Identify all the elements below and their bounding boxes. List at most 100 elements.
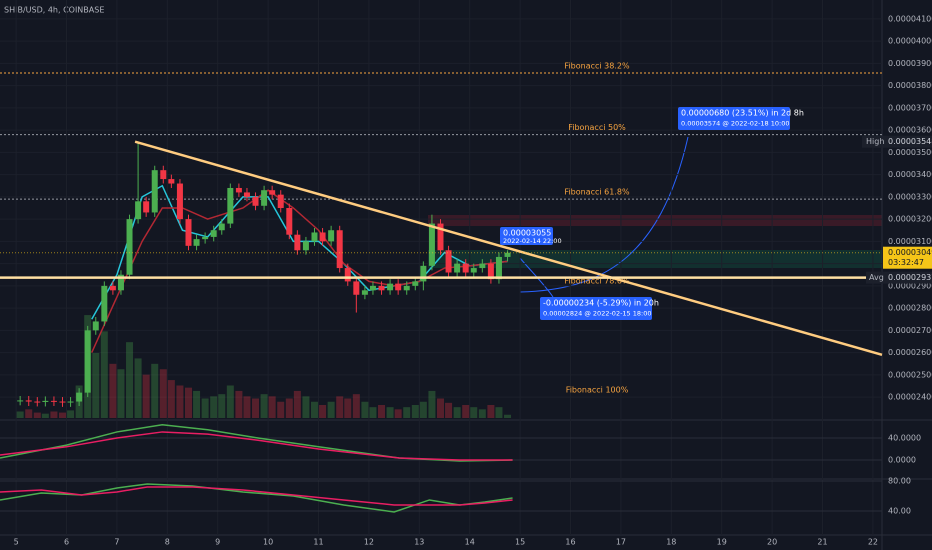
high-label-box — [862, 135, 882, 148]
x-tick-label: 17 — [616, 538, 626, 547]
candle-body — [412, 281, 419, 286]
y-tick-label: 0.00003200 — [888, 215, 932, 224]
candle-body — [143, 201, 150, 213]
volume-bar — [403, 407, 411, 418]
candle-body — [252, 196, 259, 206]
volume-bar — [302, 396, 310, 418]
y-tick-label: 0.00003900 — [888, 59, 932, 68]
volume-bar — [193, 390, 201, 418]
candle-body — [336, 230, 343, 269]
volume-bar — [243, 396, 251, 418]
candle-body — [25, 400, 32, 402]
candle-body — [193, 239, 200, 246]
volume-bar — [252, 398, 260, 418]
candle-body — [17, 400, 24, 402]
volume-bar — [478, 409, 486, 418]
projection-box — [500, 227, 553, 245]
indicator-tick-label: 40.00 — [888, 506, 911, 515]
fib-label: Fibonacci 38.2% — [564, 61, 630, 70]
candle-body — [59, 401, 66, 403]
candle-body — [328, 230, 335, 242]
high-label: High — [866, 137, 884, 146]
candle-body — [387, 283, 394, 291]
volume-bar — [310, 401, 318, 418]
y-tick-label: 0.00003100 — [888, 237, 932, 246]
fib-label: Fibonacci 100% — [566, 386, 629, 395]
candle-body — [160, 170, 167, 180]
candle-body — [42, 400, 49, 402]
x-tick-label: 14 — [465, 538, 475, 547]
candle-body — [420, 265, 427, 282]
volume-bar — [411, 405, 419, 418]
y-tick-label: 0.00004000 — [888, 37, 932, 46]
volume-bar — [445, 402, 453, 418]
x-tick-label: 6 — [64, 538, 69, 547]
candle-body — [378, 285, 385, 291]
candle-body — [479, 263, 486, 269]
volume-bar — [361, 401, 369, 418]
volume-bar — [470, 407, 478, 418]
candle-body — [243, 192, 250, 197]
volume-bar — [386, 407, 394, 418]
volume-bar — [184, 387, 192, 418]
candle-body — [487, 263, 494, 280]
volume-bar — [134, 358, 142, 418]
candle-body — [202, 236, 209, 240]
volume-bar — [33, 412, 41, 418]
projection-text: 0.00003574 @ 2022-02-18 10:00 — [681, 120, 790, 128]
x-tick-label: 20 — [767, 538, 777, 547]
last-tag — [883, 246, 932, 269]
y-tick-label: 0.00003400 — [888, 170, 932, 179]
volume-bar — [277, 401, 285, 418]
high-tag-text: 0.00003548 — [888, 137, 932, 146]
candle-body — [126, 219, 133, 275]
volume-bar — [285, 398, 293, 418]
volume-bar — [201, 398, 209, 418]
indicator-tick-label: 80.00 — [888, 476, 911, 485]
volume-bar — [394, 409, 402, 418]
candle-body — [218, 223, 225, 231]
volume-bar — [25, 409, 33, 418]
volume-bar — [159, 369, 167, 418]
trendline — [134, 140, 883, 357]
candle-body — [176, 183, 183, 220]
x-tick-label: 8 — [165, 538, 170, 547]
candle-body — [369, 285, 376, 291]
y-tick-label: 0.00003600 — [888, 126, 932, 135]
volume-bar — [126, 342, 134, 418]
avg-label-box — [866, 271, 882, 284]
countdown: 03:32:47 — [888, 258, 924, 267]
projection-box — [678, 107, 790, 130]
volume-bar — [369, 407, 377, 418]
candle-body — [34, 401, 41, 403]
y-tick-label: 0.00002400 — [888, 393, 932, 402]
candle-body — [50, 400, 57, 402]
candle-body — [395, 283, 402, 291]
x-tick-label: 21 — [817, 538, 827, 547]
candle-body — [495, 256, 502, 280]
y-tick-label: 0.00002500 — [888, 370, 932, 379]
y-tick-label: 0.00002600 — [888, 348, 932, 357]
x-tick-label: 9 — [215, 538, 220, 547]
volume-bar — [176, 385, 184, 418]
y-tick-label: 0.00003500 — [888, 148, 932, 157]
candle-body — [361, 290, 368, 295]
volume-bar — [428, 390, 436, 418]
candle-body — [269, 190, 276, 195]
candle-body — [428, 223, 435, 266]
volume-bar — [378, 405, 386, 418]
candle-body — [286, 207, 293, 235]
y-tick-label: 0.00002900 — [888, 281, 932, 290]
projection-arrow — [519, 136, 689, 293]
candle-body — [311, 232, 318, 242]
x-tick-label: 22 — [868, 538, 878, 547]
volume-bar — [117, 369, 125, 418]
candle-body — [76, 392, 83, 402]
volume-bar — [210, 396, 218, 418]
volume-bar — [218, 394, 226, 418]
volume-bar — [16, 411, 24, 418]
x-tick-label: 15 — [515, 538, 525, 547]
volume-bar — [109, 363, 117, 418]
y-tick-label: 0.00002700 — [888, 326, 932, 335]
volume-bar — [142, 374, 150, 418]
